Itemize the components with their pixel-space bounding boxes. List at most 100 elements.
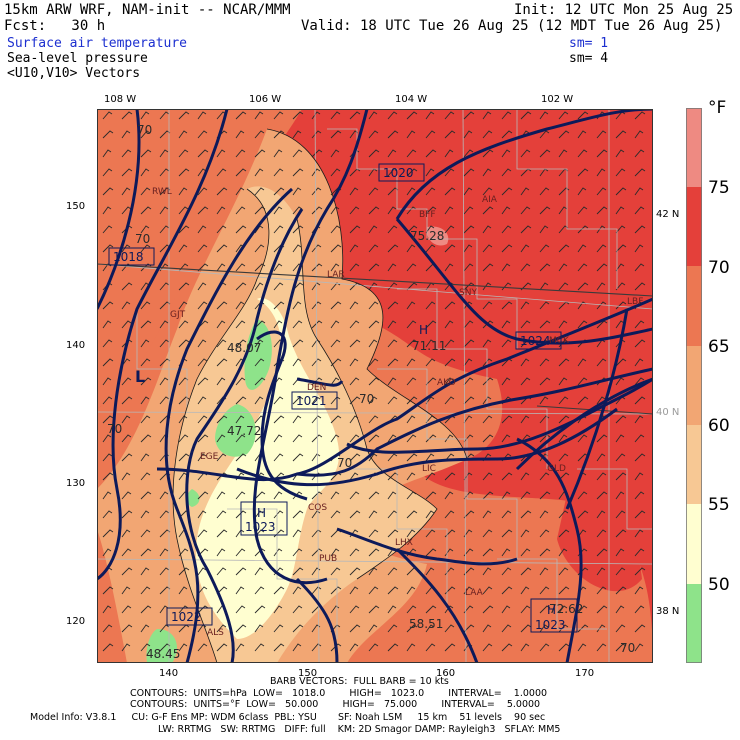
wind-barb: [349, 244, 359, 253]
wind-barb: [140, 244, 151, 253]
wind-barb: [368, 415, 379, 424]
wind-barb: [482, 225, 492, 234]
wind-barb: [178, 605, 189, 614]
wind-barb: [501, 206, 511, 215]
wind-barb: [558, 206, 568, 215]
wind-barb: [235, 206, 246, 215]
wind-barb: [292, 130, 302, 139]
wind-barb: [596, 206, 608, 215]
wind-barb: [634, 643, 644, 652]
wind-barb: [197, 187, 208, 196]
wind-barb: [634, 472, 644, 481]
wind-barb: [463, 149, 474, 158]
wind-barb: [368, 453, 378, 462]
wind-barb: [520, 434, 531, 443]
wind-barb: [482, 605, 494, 614]
wind-barb: [311, 320, 323, 329]
wind-barb: [121, 548, 132, 557]
color-bar-below-50: [686, 584, 702, 663]
wind-barb: [102, 358, 114, 367]
wind-barb: [254, 149, 266, 158]
wind-barb: [197, 149, 209, 158]
wind-barb: [178, 453, 190, 462]
wind-barb: [254, 130, 265, 139]
wind-barb: [349, 225, 361, 234]
wind-barb: [216, 567, 227, 576]
wind-barb: [254, 168, 264, 177]
wind-barb: [482, 168, 492, 177]
wind-barb: [197, 206, 209, 215]
wind-barb: [273, 282, 284, 291]
wind-barb: [444, 643, 456, 652]
wind-barb: [178, 548, 189, 557]
county-grid: [97, 109, 653, 663]
wind-barb: [330, 282, 341, 291]
wind-barb: [539, 396, 549, 405]
wind-barb: [406, 187, 416, 196]
wind-barb: [406, 130, 416, 139]
wind-barb: [349, 263, 360, 272]
wind-barb: [121, 244, 131, 253]
wind-barb: [197, 453, 207, 462]
wind-barb: [273, 396, 284, 405]
wind-barb: [482, 624, 492, 633]
wind-barb: [520, 472, 530, 481]
wind-barb: [520, 187, 530, 196]
contours-info-pressure: CONTOURS: UNITS=hPa LOW= 1018.0 HIGH= 10…: [130, 688, 548, 699]
wind-barb: [292, 339, 304, 348]
wind-barb: [140, 453, 150, 462]
wind-barb: [140, 434, 152, 443]
wind-barb: [406, 377, 417, 386]
wind-barb: [387, 624, 398, 633]
wind-barb: [235, 301, 245, 310]
station-bff: BFF: [419, 210, 436, 220]
wind-barb: [558, 567, 569, 576]
wind-barb: [634, 377, 645, 386]
wind-barb: [121, 624, 133, 633]
wind-barb: [349, 111, 361, 120]
wind-barb: [634, 358, 644, 367]
wind-barb: [102, 396, 113, 405]
wind-barb: [463, 491, 474, 500]
wind-barb: [406, 434, 417, 443]
field-2-smoothing: sm= 4: [569, 51, 609, 66]
wind-barb: [159, 548, 169, 557]
wind-barb: [615, 567, 626, 576]
wind-barb: [577, 187, 587, 196]
wind-barb: [615, 529, 627, 538]
wind-barb: [368, 643, 379, 652]
wind-barb: [482, 320, 494, 329]
model-info-line-1: Model Info: V3.8.1 CU: G-F Ens MP: WDM 6…: [30, 712, 546, 723]
wind-barb: [558, 548, 568, 557]
wind-barb: [482, 130, 493, 139]
wind-barb: [235, 149, 246, 158]
grid-y-130: 130: [66, 478, 86, 489]
wind-barb: [387, 529, 399, 538]
wind-barb: [197, 168, 207, 177]
wind-barb: [577, 605, 588, 614]
station-sny: SNY: [459, 288, 477, 298]
color-bar-unit: °F: [708, 98, 727, 118]
wind-barb: [615, 301, 627, 310]
wind-barb: [558, 149, 568, 158]
wind-barb: [501, 377, 511, 386]
wind-barb: [292, 586, 302, 595]
wind-barb: [102, 472, 114, 481]
wind-barb: [102, 491, 112, 500]
wind-barb: [577, 149, 588, 158]
wind-barb: [634, 586, 644, 595]
wind-barb: [634, 491, 645, 500]
wind-barb: [216, 320, 226, 329]
wind-barb: [501, 643, 513, 652]
wind-barb: [292, 567, 304, 576]
wind-barb: [482, 244, 493, 253]
wind-barb: [121, 301, 131, 310]
wind-barb: [520, 263, 531, 272]
wind-barb: [273, 320, 283, 329]
wind-barb: [444, 168, 455, 177]
wind-barb: [178, 339, 190, 348]
wind-barb: [444, 434, 454, 443]
wind-barb: [406, 510, 418, 519]
wind-barb: [596, 548, 608, 557]
wind-barb: [482, 434, 494, 443]
